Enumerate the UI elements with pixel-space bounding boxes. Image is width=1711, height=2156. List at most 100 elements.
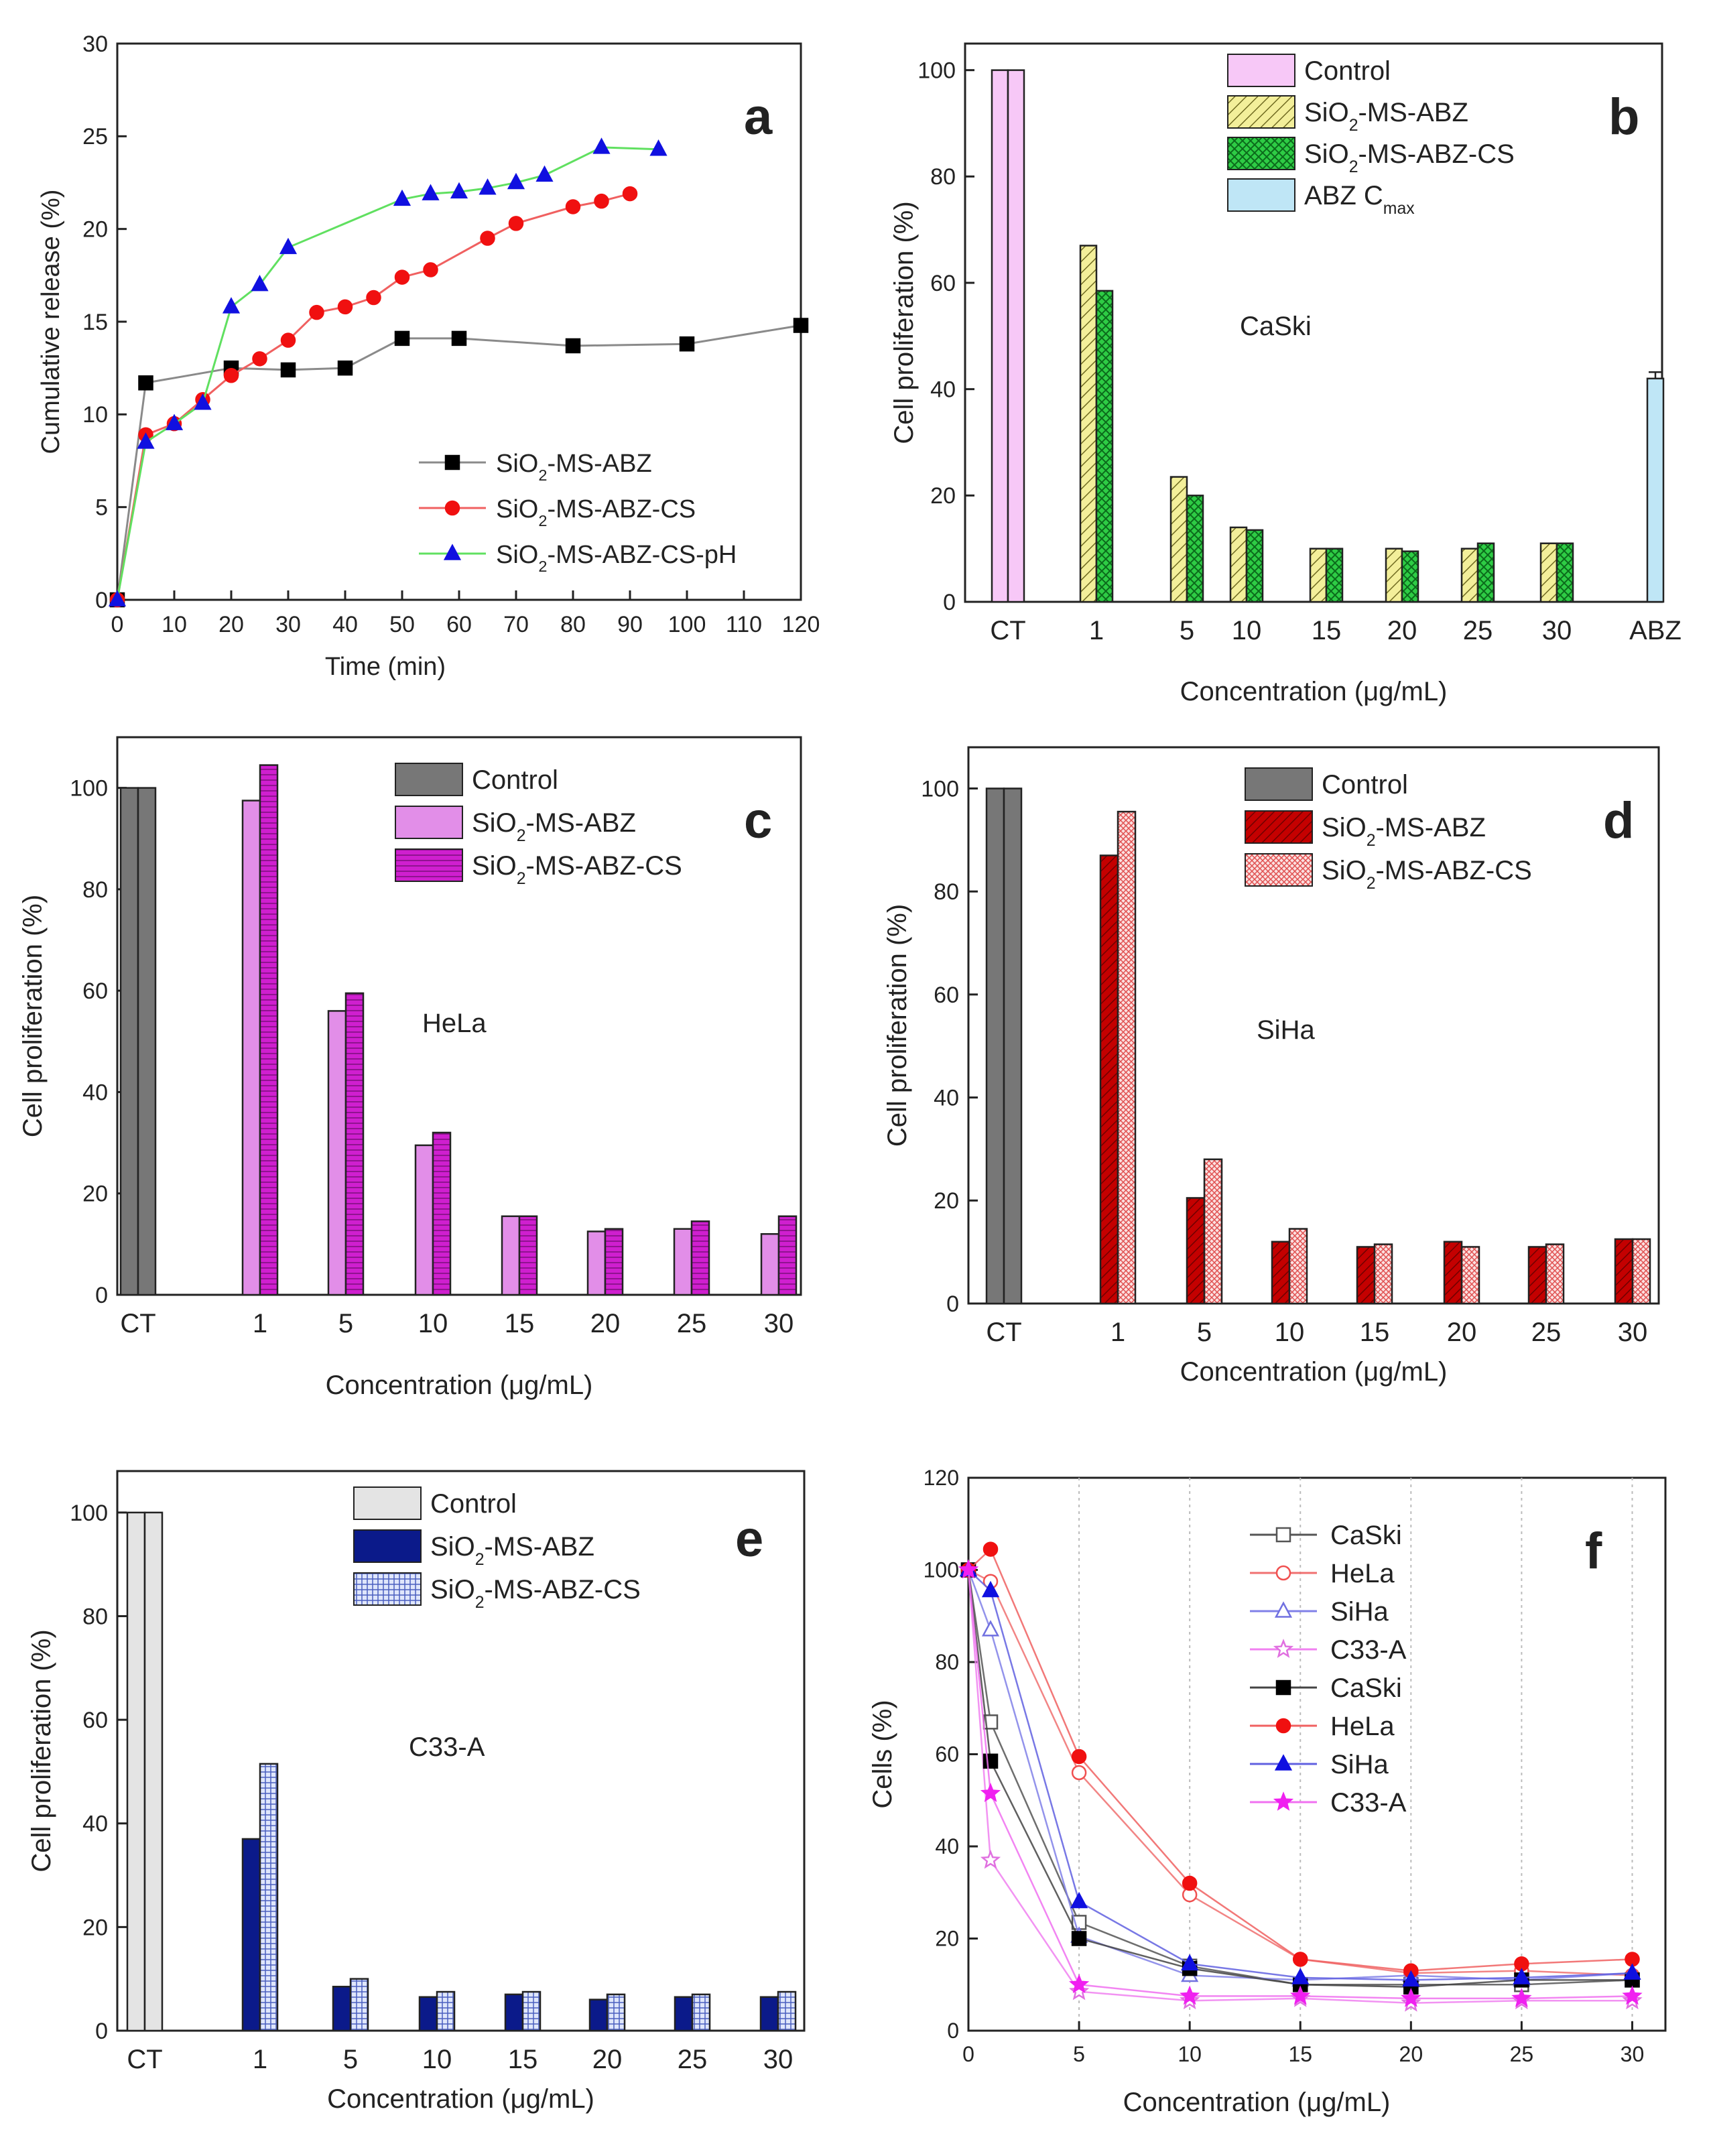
data-point — [1292, 1952, 1308, 1967]
y-tick-label: 5 — [95, 495, 108, 521]
x-tick-label: 60 — [446, 612, 472, 637]
data-point — [592, 137, 611, 154]
data-point — [280, 332, 296, 348]
x-tick-label: 30 — [763, 2045, 794, 2074]
data-point — [422, 184, 440, 200]
data-point — [1622, 1985, 1643, 2005]
bar — [1186, 1197, 1206, 1305]
x-tick-label: 10 — [418, 1309, 448, 1338]
bar — [1309, 548, 1328, 603]
data-point — [165, 414, 184, 430]
bar — [759, 1996, 779, 2032]
y-tick-label: 0 — [943, 590, 956, 615]
panel-letter: f — [1585, 1523, 1602, 1580]
bar — [119, 787, 139, 1296]
x-tick-label: 25 — [677, 1309, 707, 1338]
legend-label: SiO2-MS-ABZ-CS — [430, 1575, 641, 1612]
bar — [501, 1215, 521, 1296]
y-tick-label: 20 — [930, 483, 956, 509]
x-tick-label: 10 — [1275, 1318, 1305, 1347]
x-tick-label: 25 — [1531, 1318, 1562, 1347]
bar — [1288, 1228, 1308, 1305]
bar — [1476, 542, 1495, 603]
data-point — [793, 318, 809, 333]
y-tick-label: 120 — [924, 1466, 959, 1490]
y-tick-label: 80 — [935, 1650, 959, 1674]
bar — [1099, 854, 1119, 1305]
y-tick-label: 20 — [82, 217, 108, 243]
bar — [504, 1993, 524, 2032]
x-tick-label: 25 — [678, 2045, 708, 2074]
bar — [1095, 290, 1114, 603]
x-tick-label: 100 — [668, 612, 706, 637]
series-line — [968, 1569, 1633, 1976]
legend-label: SiHa — [1330, 1750, 1389, 1779]
bar — [259, 1763, 279, 2032]
bar — [674, 1996, 694, 2032]
y-tick-label: 80 — [82, 877, 108, 903]
data-point — [280, 362, 296, 378]
x-tick-label: 25 — [1463, 616, 1493, 645]
bar — [588, 1999, 609, 2032]
data-point — [480, 231, 495, 246]
x-tick-label: 10 — [422, 2045, 452, 2074]
bar — [521, 1990, 542, 2032]
legend-label: HeLa — [1330, 1559, 1395, 1588]
bar — [604, 1228, 624, 1296]
legend-label: Control — [430, 1489, 517, 1519]
bar — [1385, 548, 1403, 603]
x-tick-label: 20 — [590, 1309, 621, 1338]
data-point — [251, 275, 269, 292]
y-tick-label: 25 — [82, 124, 108, 149]
series-line — [967, 1570, 1633, 1986]
x-tick-label: 1 — [1089, 616, 1104, 645]
x-tick-label: 30 — [275, 612, 301, 637]
y-tick-label: 0 — [947, 2019, 959, 2043]
x-tick-label: 5 — [1180, 616, 1194, 645]
y-tick-label: 20 — [82, 1182, 108, 1207]
bar — [1373, 1243, 1393, 1305]
series-1 — [109, 186, 638, 608]
series-2 — [108, 137, 668, 607]
bar — [1527, 1246, 1547, 1305]
x-tick-label: 1 — [1111, 1318, 1125, 1347]
data-point — [366, 290, 381, 306]
bar — [1245, 529, 1264, 603]
x-tick-label: 10 — [1178, 2042, 1202, 2066]
x-tick-label: 0 — [962, 2042, 974, 2066]
data-point — [594, 193, 609, 209]
x-tick-label: 5 — [1197, 1318, 1212, 1347]
data-point — [958, 1559, 979, 1579]
x-tick-label: CT — [120, 1309, 155, 1338]
legend-marker — [1274, 1601, 1293, 1618]
x-tick-label: 15 — [505, 1309, 535, 1338]
legend-label: Control — [1304, 56, 1391, 86]
bar — [1614, 1238, 1634, 1305]
bar — [259, 764, 279, 1296]
bar — [1203, 1158, 1223, 1305]
data-point — [1071, 1749, 1087, 1765]
y-tick-label: 100 — [70, 776, 108, 802]
cell-line-annotation: HeLa — [422, 1009, 487, 1038]
y-tick-label: 40 — [934, 1085, 959, 1111]
plot-frame — [116, 1470, 806, 2032]
bar — [1325, 548, 1344, 603]
bar — [691, 1993, 711, 2032]
series-line — [116, 192, 631, 600]
y-tick-label: 0 — [95, 2019, 108, 2044]
bar — [1186, 495, 1204, 603]
bar — [1229, 526, 1248, 603]
y-axis-label: Cumulative release (%) — [37, 190, 65, 454]
data-point — [479, 178, 497, 195]
x-tick-label: 30 — [1618, 1318, 1648, 1347]
data-point — [1291, 1968, 1310, 1984]
data-point — [108, 590, 127, 607]
data-point — [1071, 1765, 1087, 1781]
data-point — [981, 1620, 1000, 1637]
data-point — [337, 299, 353, 315]
bar — [432, 1131, 452, 1296]
y-tick-label: 100 — [917, 58, 956, 84]
